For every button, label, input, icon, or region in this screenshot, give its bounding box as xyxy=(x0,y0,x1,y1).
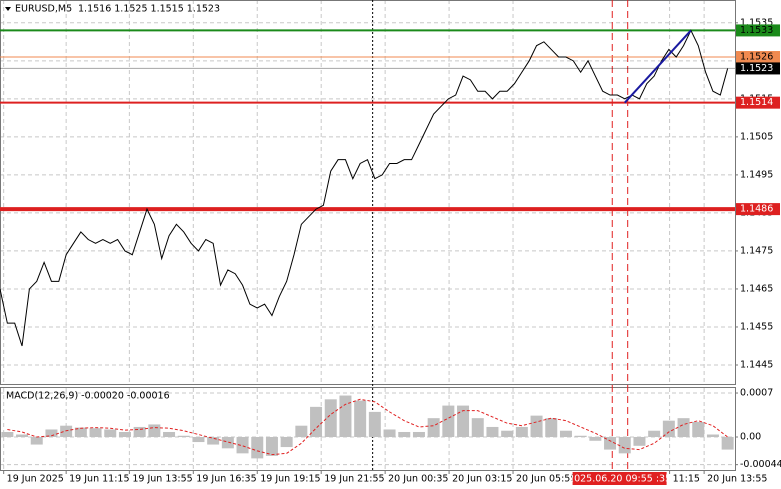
x-tick-label: 19 Jun 11:15 xyxy=(69,474,129,485)
level-tag xyxy=(736,203,780,216)
macd-bar xyxy=(721,437,734,450)
level-tag xyxy=(736,62,780,75)
macd-bar xyxy=(354,400,367,438)
macd-bar xyxy=(295,425,308,438)
macd-bar xyxy=(486,426,499,438)
macd-frame xyxy=(0,387,736,471)
macd-bar xyxy=(530,415,543,438)
x-tick-label: 20 Jun 05:55 xyxy=(516,474,576,485)
y-tick-label: 1.1455 xyxy=(740,321,773,332)
macd-bar xyxy=(104,429,117,438)
y-tick-label: 0.00 xyxy=(740,432,761,443)
level-tag xyxy=(736,96,780,109)
level-label: 1.1486 xyxy=(740,204,773,215)
macd-bar xyxy=(662,420,675,438)
level-tag xyxy=(736,51,780,64)
y-tick-label: 0.0007 xyxy=(740,388,773,399)
main-frame xyxy=(0,0,736,385)
x-tick-label: 19 Jun 16:35 xyxy=(196,474,256,485)
x-tick-label: 20 Jun 00:35 xyxy=(388,474,448,485)
level-tag xyxy=(736,24,780,37)
macd-bar xyxy=(324,399,337,438)
macd-bar xyxy=(339,395,352,438)
y-tick-label: 1.1465 xyxy=(740,283,773,294)
macd-bar xyxy=(265,437,278,456)
macd-bar xyxy=(368,411,381,438)
x-tick-label: 19 Jun 2025 xyxy=(7,474,64,485)
macd-bar xyxy=(457,405,470,438)
macd-bar xyxy=(692,421,705,438)
macd-bar xyxy=(545,418,558,438)
macd-bar xyxy=(60,425,73,438)
macd-bar xyxy=(163,431,176,438)
macd-bar xyxy=(280,437,293,448)
macd-title: MACD(12,26,9) -0.00020 -0.00016 xyxy=(6,391,170,402)
macd-bar xyxy=(383,429,396,438)
macd-bar xyxy=(515,426,528,438)
x-tick-label: 19 Jun 21:55 xyxy=(324,474,384,485)
macd-bar xyxy=(148,424,161,438)
macd-bar xyxy=(236,437,249,454)
y-tick-label: 1.1475 xyxy=(740,245,773,256)
y-tick-label: 1.1535 xyxy=(740,17,773,28)
y-tick-label: 1.1445 xyxy=(740,359,773,370)
macd-bar xyxy=(74,427,87,438)
macd-bar xyxy=(559,430,572,438)
macd-bar xyxy=(589,437,602,441)
x-tick-label: 19 Jun 13:55 xyxy=(132,474,192,485)
macd-bar xyxy=(442,405,455,438)
y-tick-label: 1.1505 xyxy=(740,131,773,142)
trend-line xyxy=(624,29,692,104)
x-tick-label: 19 Jun 19:15 xyxy=(260,474,320,485)
macd-bar xyxy=(398,431,411,438)
price-line xyxy=(0,29,729,347)
y-tick-label: -0.00044 xyxy=(740,459,781,470)
macd-bar xyxy=(192,437,205,443)
macd-bar xyxy=(221,437,234,449)
macd-bar xyxy=(501,430,514,438)
x-tick-label: 20 Jun 03:15 xyxy=(452,474,512,485)
macd-bar xyxy=(45,429,58,438)
macd-bar xyxy=(574,435,587,438)
macd-bar xyxy=(471,418,484,438)
macd-bar xyxy=(427,418,440,438)
level-label: 1.1533 xyxy=(740,25,773,36)
macd-bar xyxy=(16,434,29,438)
macd-bar xyxy=(604,437,617,450)
macd-bar xyxy=(310,406,323,438)
x-tick-label: 20 Jun 13:55 xyxy=(707,474,767,485)
macd-bar xyxy=(30,437,43,445)
time-tag xyxy=(572,472,667,485)
x-tick-label: 11:15 xyxy=(673,474,700,485)
macd-bar xyxy=(706,434,719,438)
macd-bar xyxy=(412,431,425,438)
chart-title: EURUSD,M5 xyxy=(15,4,72,15)
menu-icon xyxy=(5,7,11,11)
macd-bar xyxy=(677,418,690,438)
macd-bar xyxy=(251,437,264,459)
y-tick-label: 1.1495 xyxy=(740,169,773,180)
level-label: 1.1526 xyxy=(740,52,773,63)
macd-bar xyxy=(207,437,220,445)
macd-bar xyxy=(633,437,646,446)
macd-bar xyxy=(1,431,14,438)
macd-bar xyxy=(618,437,631,454)
time-label: 2025.06.20 09:55 :35 xyxy=(568,474,671,485)
macd-bar xyxy=(118,431,131,438)
macd-bar xyxy=(177,435,190,438)
signal-line xyxy=(7,398,728,456)
macd-bar xyxy=(648,430,661,438)
level-label: 1.1523 xyxy=(740,63,773,74)
macd-bar xyxy=(89,428,102,438)
level-label: 1.1514 xyxy=(740,97,773,108)
macd-bar xyxy=(133,426,146,438)
chart-subtitle: 1.1516 1.1525 1.1515 1.1523 xyxy=(78,4,220,15)
